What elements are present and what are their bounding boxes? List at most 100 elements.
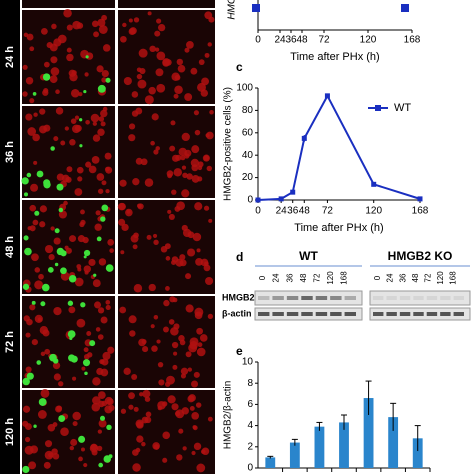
nucleus — [53, 373, 61, 381]
nucleus — [55, 89, 60, 94]
nucleus — [184, 93, 193, 102]
nucleus — [163, 299, 170, 307]
y-tick-label: 100 — [236, 83, 253, 94]
nucleus — [97, 307, 105, 314]
nucleus — [154, 47, 160, 52]
bar — [388, 417, 399, 468]
nucleus — [39, 108, 46, 115]
nucleus — [130, 234, 139, 243]
nucleus — [188, 343, 198, 353]
lane-label: 168 — [449, 271, 458, 285]
x-tick-label: 36 — [287, 206, 299, 217]
nucleus — [92, 134, 101, 142]
nucleus — [33, 160, 38, 165]
nucleus — [148, 283, 156, 292]
nucleus — [157, 401, 166, 410]
nucleus — [191, 450, 196, 456]
nucleus — [191, 164, 199, 172]
nucleus — [128, 404, 134, 410]
nucleus — [51, 448, 58, 455]
nucleus — [196, 347, 206, 357]
nucleus — [168, 319, 175, 325]
nucleus — [128, 392, 135, 400]
nucleus — [157, 23, 166, 32]
nucleus — [132, 178, 140, 186]
nucleus — [63, 8, 72, 18]
nucleus — [94, 301, 102, 309]
nucleus — [118, 218, 126, 226]
nucleus — [58, 210, 67, 219]
nucleus — [187, 367, 193, 372]
band — [330, 312, 342, 316]
nucleus — [34, 267, 41, 273]
nucleus — [101, 180, 107, 186]
nucleus — [193, 110, 200, 116]
nucleus — [29, 304, 36, 311]
point — [371, 181, 377, 187]
nucleus — [169, 145, 176, 152]
micrograph — [118, 0, 215, 8]
nucleus — [171, 189, 177, 195]
nucleus — [50, 67, 60, 76]
nucleus — [55, 107, 64, 115]
band — [453, 296, 464, 300]
nucleus — [136, 73, 143, 80]
nucleus — [131, 374, 138, 381]
band — [386, 312, 397, 316]
nucleus — [162, 59, 170, 67]
nucleus — [207, 416, 213, 422]
lane-label: 36 — [285, 273, 294, 282]
nucleus — [92, 279, 101, 288]
nucleus — [128, 27, 136, 35]
nucleus — [196, 248, 201, 253]
nucleus — [147, 11, 152, 16]
nucleus — [33, 112, 38, 117]
band — [315, 312, 328, 316]
nucleus — [175, 154, 182, 161]
nucleus — [146, 234, 152, 240]
nucleus — [162, 431, 170, 440]
lane-label: 168 — [340, 271, 349, 285]
nucleus — [29, 46, 35, 52]
positive-nucleus — [31, 300, 36, 305]
nucleus — [107, 239, 115, 246]
nucleus — [139, 392, 144, 397]
nucleus — [83, 463, 88, 468]
band — [315, 296, 328, 300]
nucleus — [191, 412, 199, 420]
nucleus — [182, 172, 188, 179]
nucleus — [105, 188, 110, 194]
nucleus — [22, 405, 31, 413]
nucleus — [197, 342, 203, 348]
nucleus — [50, 226, 55, 231]
x-tick-label: 72 — [318, 35, 330, 46]
nucleus — [153, 239, 159, 245]
nucleus — [120, 250, 125, 255]
nucleus — [101, 69, 109, 78]
nucleus — [82, 236, 89, 244]
x-tick-label: 168 — [412, 206, 429, 217]
nucleus — [66, 24, 73, 31]
nucleus — [29, 98, 35, 104]
nucleus — [69, 72, 78, 82]
nucleus — [156, 18, 162, 24]
x-tick-label: 24 — [274, 35, 286, 46]
nucleus — [128, 123, 136, 130]
nucleus — [170, 120, 176, 126]
nucleus — [68, 306, 76, 314]
nucleus — [167, 209, 172, 214]
nucleus — [142, 389, 151, 398]
band — [440, 296, 451, 300]
nucleus — [182, 228, 192, 238]
nucleus — [96, 173, 105, 181]
nucleus — [56, 405, 63, 412]
nucleus — [92, 396, 101, 405]
nucleus — [64, 126, 69, 131]
nucleus — [152, 442, 160, 450]
nucleus — [165, 286, 170, 291]
nucleus — [189, 405, 195, 411]
point — [290, 189, 296, 195]
x-tick-label: 36 — [285, 35, 297, 46]
positive-nucleus — [82, 359, 91, 367]
nucleus — [25, 113, 33, 121]
